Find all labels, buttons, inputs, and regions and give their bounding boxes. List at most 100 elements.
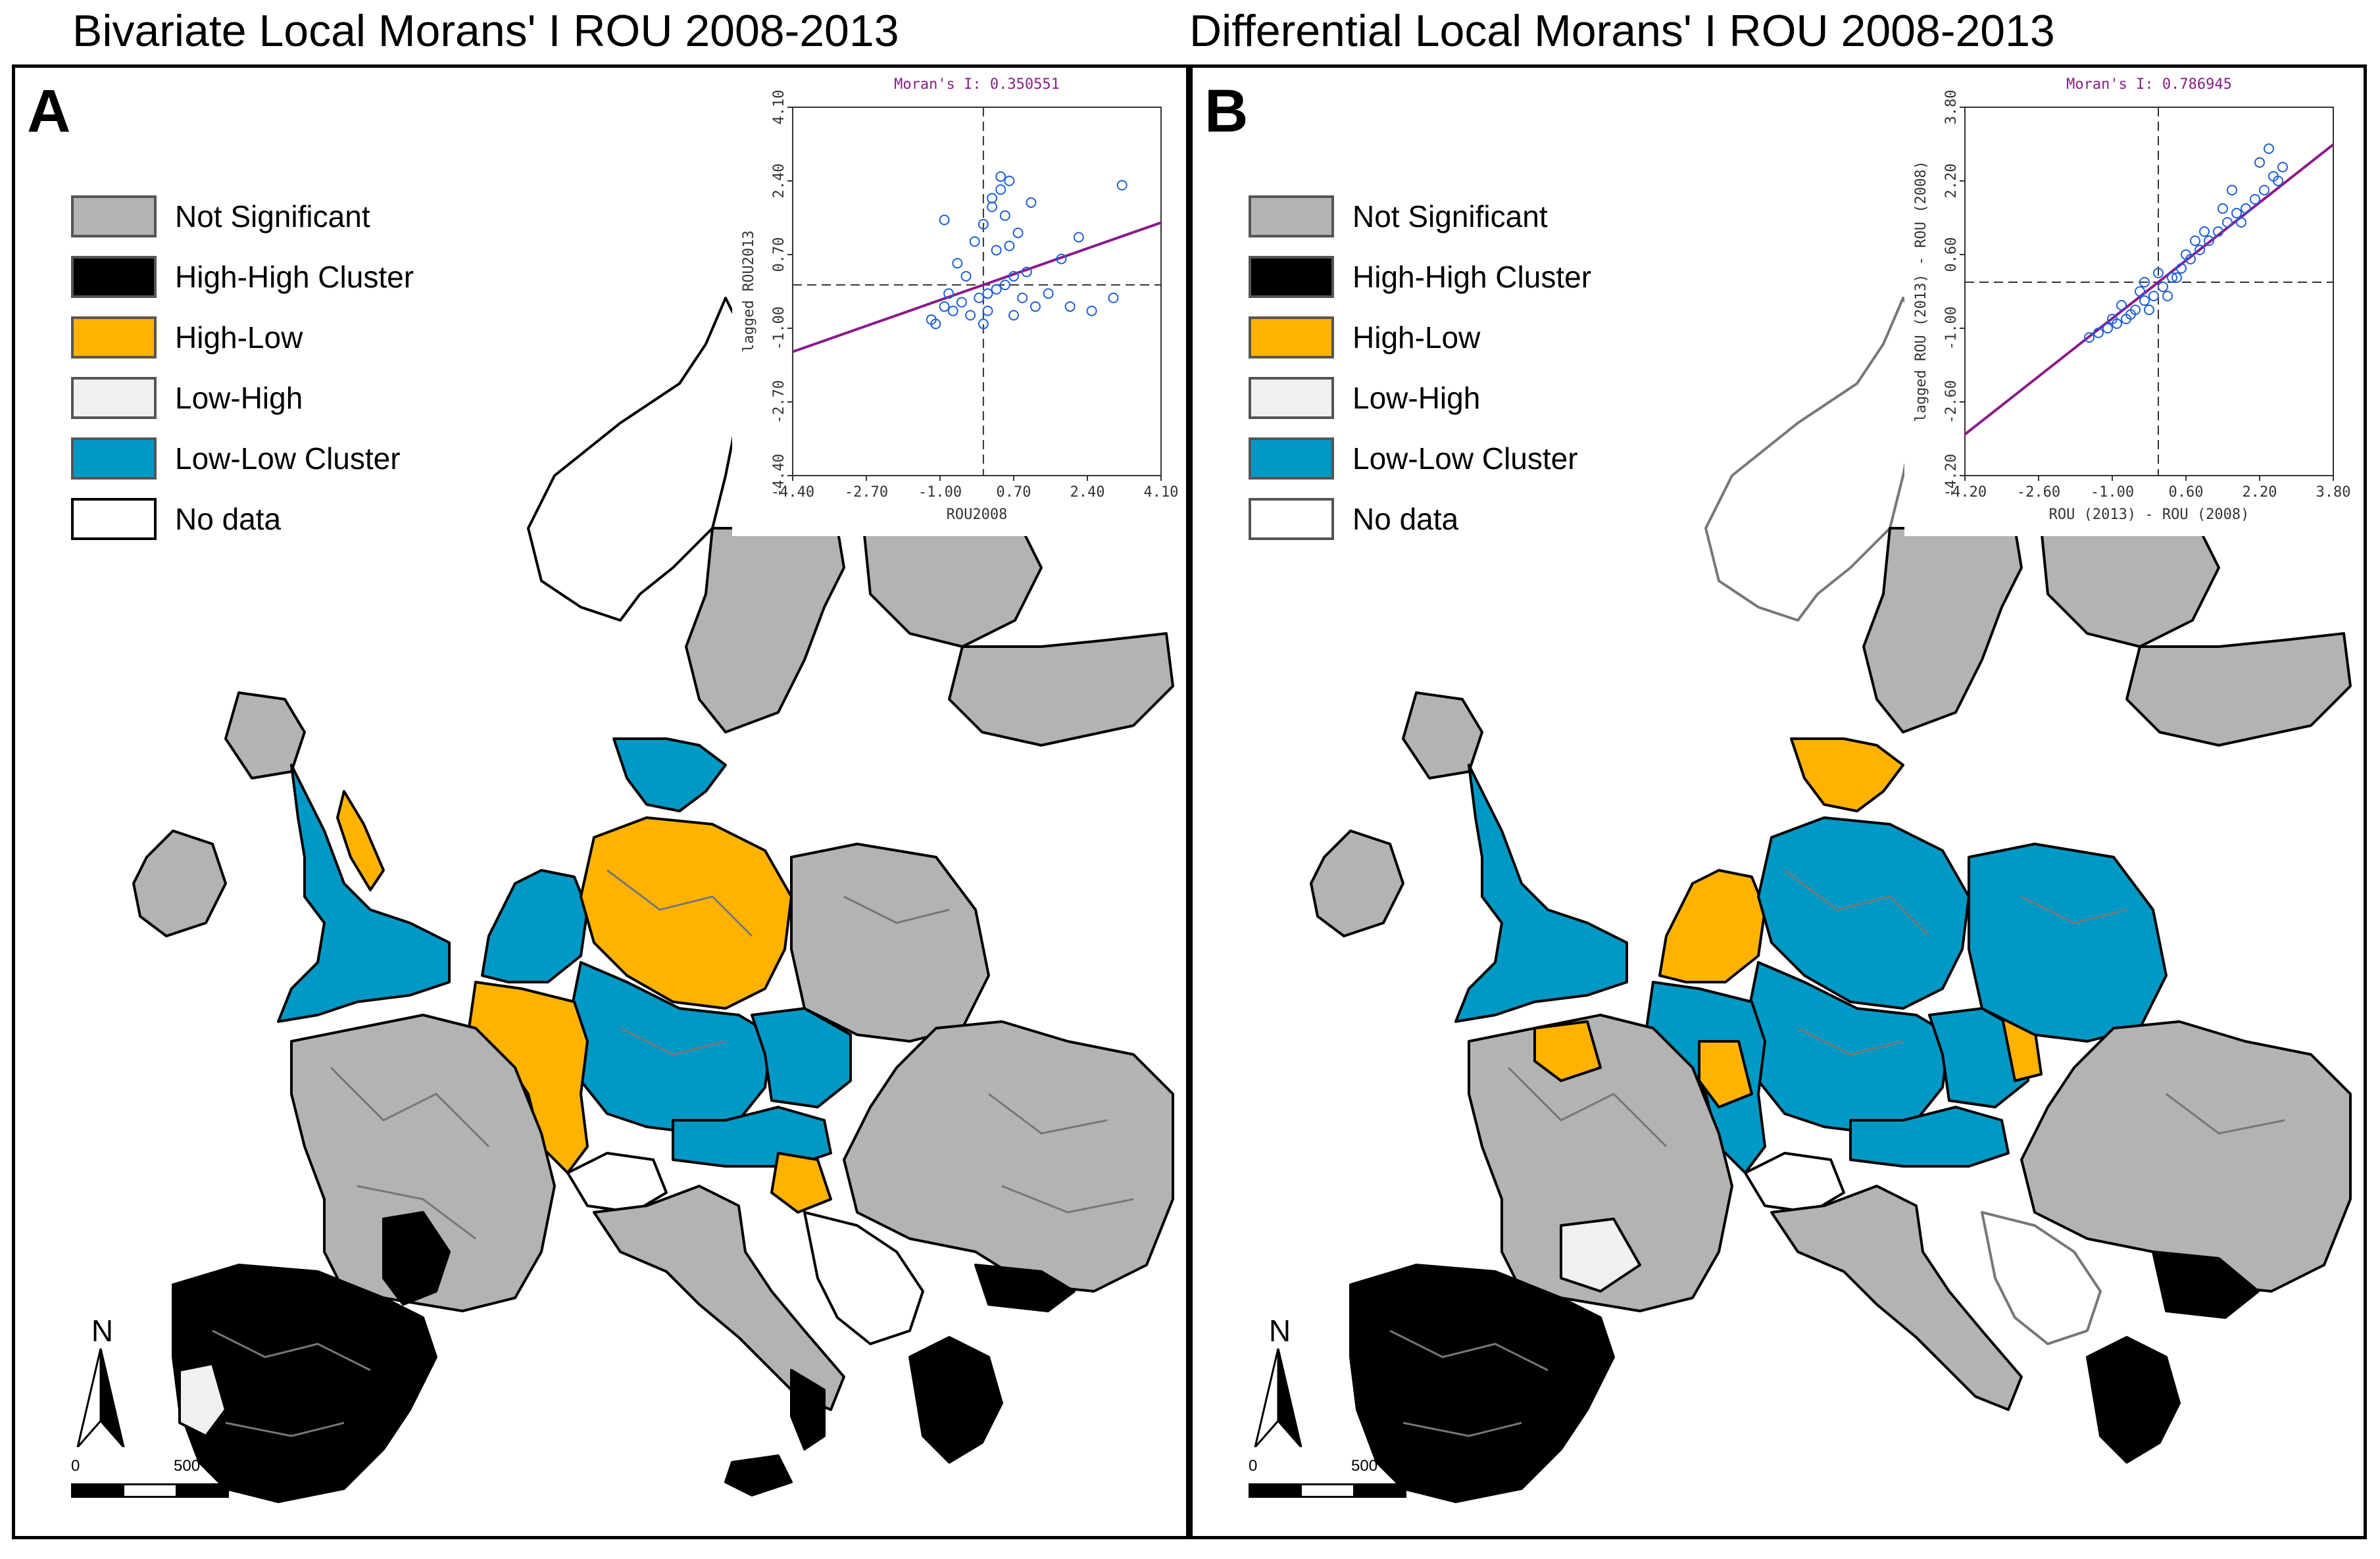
legend-swatch [71,377,157,419]
legend-swatch [71,256,157,298]
x-tick-label: -4.20 [1943,484,1987,501]
scatter-point [2139,277,2150,287]
region-france [1468,1014,1733,1312]
scatter-point [939,214,950,226]
moran-scatter-a: Moran's I: 0.350551 -4.40 -2.70 -1.00 0.70 2.… [732,68,1186,536]
legend-swatch [1249,437,1334,480]
y-tick-label: -1.00 [771,307,787,350]
region-italy [1770,1185,2023,1411]
y-tick-label: -2.60 [1943,380,1960,424]
region-germany-north [1757,816,1970,1010]
scale-segment [1353,1485,1404,1496]
scale-bar-graphic [1249,1483,1406,1498]
north-arrow-a: N [74,1313,127,1450]
scatter-point [1056,253,1067,264]
scatter-point [1086,305,1097,316]
x-axis-label: ROU2008 [947,507,1008,523]
scatter-point [2167,272,2177,283]
y-tick-label: 3.80 [1943,90,1960,125]
scatter-point [1008,270,1019,282]
scale-segment [124,1485,176,1496]
region-balkans [1981,1211,2102,1345]
scale-segment [73,1485,124,1496]
region-italy [593,1185,845,1411]
x-tick-label: -1.00 [2091,484,2134,501]
scatter-point [1021,266,1032,278]
legend-label: High-Low [175,320,303,355]
scatter-point [995,184,1006,195]
scatter-point [930,318,941,330]
scatter-point [1116,180,1128,191]
legend-label: Low-High [1352,381,1481,415]
scatter-point [2199,226,2210,237]
legend-swatch [1249,256,1334,298]
legend-label: Low-Low Cluster [175,441,401,476]
x-tick-label: 4.10 [1144,484,1179,501]
legend-label: High-Low [1352,320,1481,355]
y-tick-label: 0.70 [771,237,787,272]
scale-zero: 0 [1249,1457,1258,1475]
region-portugal-lh [178,1362,227,1437]
region-italy-south-hh [790,1369,826,1450]
scatter-point [2144,305,2154,315]
legend-label: No data [1352,502,1459,536]
region-greece [2086,1336,2181,1464]
scatter-point [2264,143,2274,154]
region-balkans [803,1211,924,1345]
legend-label: Low-High [175,381,303,415]
north-arrow-icon [1254,1348,1302,1448]
scatter-point [2241,203,2251,214]
moran-i-label: Moran's I: 0.786945 [2066,76,2232,93]
scatter-point [2231,208,2242,218]
region-austria-hl [770,1152,832,1214]
scatter-point [2218,203,2228,214]
x-tick-label: 2.40 [1070,484,1105,501]
scatter-point [956,297,967,308]
title-differential: Differential Local Morans' I ROU 2008-20… [1189,6,2055,56]
x-tick-label: 2.20 [2243,484,2277,501]
scatter-point [2171,272,2182,283]
scatter-point [978,318,989,330]
scatter-plot-a: Moran's I: 0.350551 -4.40 -2.70 -1.00 0.70 2.… [741,76,1179,523]
plot-frame [1964,107,2334,476]
y-axis-label: lagged ROU2013 [741,230,757,352]
scatter-point [943,288,954,299]
scatter-point [2181,249,2191,260]
region-ireland [132,829,227,937]
legend-item-not-significant: Not Significant [71,186,414,247]
scatter-point [982,305,993,316]
legend-label: Not Significant [175,199,370,234]
region-spain-ne [382,1211,451,1306]
region-baltic-east [2125,632,2352,747]
legend-label: High-High Cluster [175,260,414,294]
region-france-lh [1560,1218,1641,1293]
region-benelux [481,869,589,983]
north-arrow-icon [76,1348,125,1448]
legend-label: Not Significant [1352,199,1548,234]
scatter-point [1043,288,1054,299]
scatter-point [965,310,976,321]
legend-swatch [1249,195,1334,237]
scatter-point [1004,176,1015,186]
region-ireland [1310,829,1404,937]
scale-label: 500 Km [1351,1457,1406,1475]
scatter-point [960,270,972,282]
region-sweden [685,520,845,733]
region-bulgaria-hh [974,1264,1076,1312]
region-uk-england [277,764,451,1023]
scatter-point [991,284,1002,295]
legend-a: Not Significant High-High Cluster High-L… [71,186,414,549]
scatter-point [1029,301,1041,312]
regression-line [1964,143,2335,435]
region-uk-england [1454,764,1628,1023]
y-axis-label: lagged ROU (2013) - ROU (2008) [1913,161,1929,422]
scatter-point [2176,263,2187,274]
scatter-point [2139,295,2150,306]
region-france [290,1014,556,1312]
y-tick-label: -1.00 [1943,307,1960,350]
region-poland [790,843,990,1043]
region-switzerland [566,1152,668,1214]
x-tick-label: -1.00 [918,484,962,501]
scatter-point [2102,323,2113,334]
region-benelux [1658,869,1766,983]
